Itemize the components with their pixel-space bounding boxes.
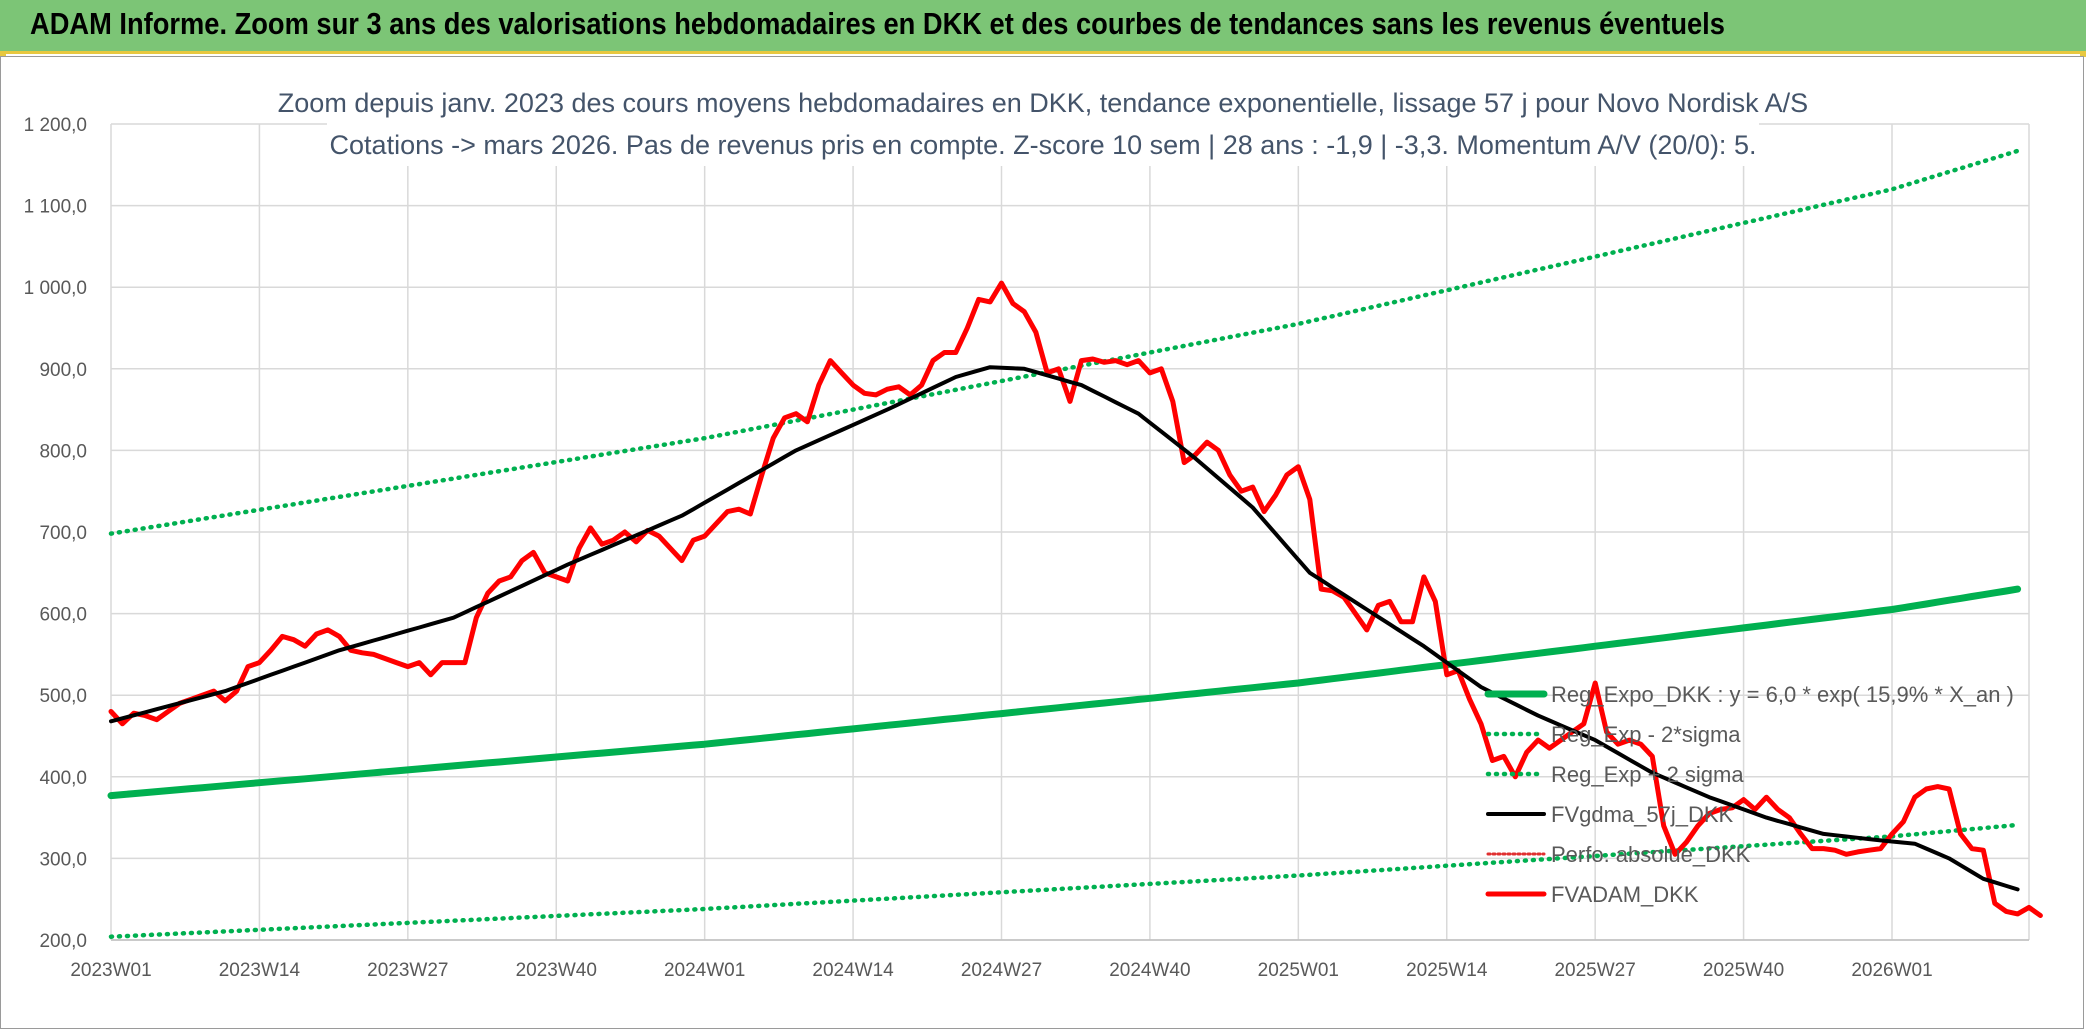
y-tick-label: 1 100,0	[24, 197, 87, 218]
y-tick-label: 900,0	[39, 360, 87, 381]
x-tick-label: 2026W01	[1851, 960, 1932, 981]
banner-corner-right	[2080, 54, 2086, 57]
x-tick-label: 2024W01	[664, 960, 745, 981]
x-tick-label: 2024W27	[961, 960, 1042, 981]
x-tick-label: 2025W14	[1406, 960, 1488, 981]
x-tick-label: 2023W40	[516, 960, 597, 981]
legend-label: Reg_Exp - 2*sigma	[1551, 722, 1741, 747]
chart-title-line-1: Zoom depuis janv. 2023 des cours moyens …	[278, 88, 1808, 118]
x-tick-label: 2023W14	[219, 960, 301, 981]
report-title: ADAM Informe. Zoom sur 3 ans des valoris…	[30, 6, 1725, 41]
banner-corner-left	[0, 54, 6, 57]
legend-label: FVgdma_57j_DKK	[1551, 802, 1734, 827]
y-tick-label: 1 200,0	[24, 115, 87, 136]
series-line	[109, 365, 2020, 892]
x-tick-label: 2023W27	[367, 960, 448, 981]
legend-label: FVADAM_DKK	[1551, 882, 1699, 907]
x-tick-label: 2023W01	[70, 960, 151, 981]
x-tick-label: 2025W01	[1258, 960, 1339, 981]
series-line	[108, 822, 2020, 939]
report-banner: ADAM Informe. Zoom sur 3 ans des valoris…	[0, 0, 2086, 54]
legend-label: Reg_Exp + 2 sigma	[1551, 762, 1744, 787]
legend-label: Reg_Expo_DKK : y = 6,0 * exp( 15,9% * X_…	[1551, 682, 2014, 707]
title-background	[327, 76, 1759, 166]
y-tick-label: 1 000,0	[24, 278, 87, 299]
x-tick-label: 2025W40	[1703, 960, 1784, 981]
y-tick-label: 600,0	[39, 605, 87, 626]
chart-frame	[0, 56, 2084, 1029]
y-tick-label: 500,0	[39, 686, 87, 707]
x-tick-label: 2024W40	[1109, 960, 1190, 981]
y-tick-label: 800,0	[39, 441, 87, 462]
y-tick-label: 200,0	[39, 931, 87, 952]
legend: Reg_Expo_DKK : y = 6,0 * exp( 15,9% * X_…	[1484, 682, 2014, 907]
series-line	[107, 585, 2022, 800]
series-line	[108, 280, 2043, 918]
series-line	[108, 148, 2020, 536]
x-tick-label: 2025W27	[1554, 960, 1635, 981]
x-tick-label: 2024W14	[812, 960, 894, 981]
series-layer	[107, 148, 2043, 939]
y-axis: 200,0 300,0 400,0 500,0 600,0 700,0 800,0 900,0…	[24, 115, 87, 952]
x-axis: 2023W01 2023W14 2023W27 2023W40 2024W01 2024W…	[70, 960, 1932, 981]
legend-label: Perfo. absolue_DKK	[1551, 842, 1751, 867]
y-tick-label: 700,0	[39, 523, 87, 544]
grid	[110, 123, 2030, 941]
y-tick-label: 400,0	[39, 768, 87, 789]
chart-title-line-2: Cotations -> mars 2026. Pas de revenus p…	[330, 130, 1757, 160]
y-tick-label: 300,0	[39, 849, 87, 870]
